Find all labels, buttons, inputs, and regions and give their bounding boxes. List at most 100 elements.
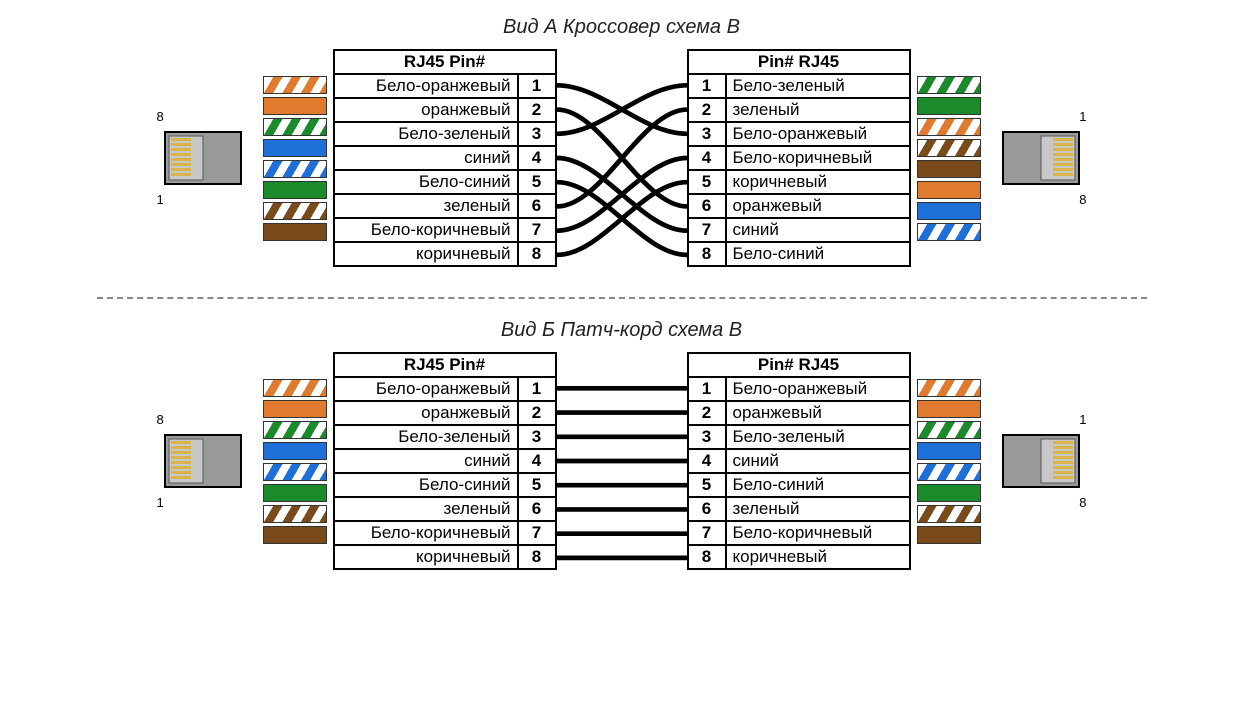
section-divider — [97, 297, 1147, 299]
wire-name: коричневый — [726, 170, 910, 194]
wire-name: Бело-коричневый — [334, 218, 518, 242]
color-swatch — [263, 139, 327, 157]
pin-number: 2 — [518, 401, 556, 425]
wire-name: Бело-коричневый — [726, 521, 910, 545]
color-swatch — [263, 421, 327, 439]
pin-table-right: Pin# RJ451Бело-оранжевый2оранжевый3Бело-… — [687, 352, 911, 570]
pin-number: 7 — [518, 218, 556, 242]
swatch-column-left — [263, 76, 327, 241]
color-swatch — [917, 223, 981, 241]
rj45-connector-right: 18 — [987, 109, 1095, 207]
pin-number: 5 — [518, 170, 556, 194]
pin-label: 1 — [157, 495, 164, 510]
wire-connections — [557, 49, 687, 267]
wire-name: синий — [334, 449, 518, 473]
wire-name: Бело-синий — [726, 242, 910, 266]
color-swatch — [263, 202, 327, 220]
color-swatch — [917, 76, 981, 94]
pin-number: 6 — [688, 497, 726, 521]
pin-number: 8 — [518, 242, 556, 266]
pin-number: 8 — [688, 242, 726, 266]
color-swatch — [917, 463, 981, 481]
table-header: RJ45 Pin# — [334, 50, 556, 74]
wire-name: Бело-оранжевый — [334, 377, 518, 401]
color-swatch — [263, 223, 327, 241]
pin-number: 2 — [518, 98, 556, 122]
wire-name: Бело-оранжевый — [334, 74, 518, 98]
pin-label: 8 — [157, 412, 164, 427]
pin-number: 7 — [518, 521, 556, 545]
wire-name: коричневый — [334, 242, 518, 266]
color-swatch — [263, 484, 327, 502]
pin-number: 2 — [688, 98, 726, 122]
wire-name: Бело-синий — [334, 170, 518, 194]
color-swatch — [917, 118, 981, 136]
color-swatch — [917, 202, 981, 220]
rj45-connector-left: 81 — [149, 412, 257, 510]
pin-label: 1 — [157, 192, 164, 207]
wire-name: зеленый — [334, 194, 518, 218]
color-swatch — [263, 160, 327, 178]
pin-number: 1 — [688, 377, 726, 401]
color-swatch — [263, 463, 327, 481]
pin-number: 2 — [688, 401, 726, 425]
wire-name: Бело-оранжевый — [726, 122, 910, 146]
color-swatch — [917, 139, 981, 157]
diagram-title: Вид Б Патч-корд схема В — [22, 319, 1222, 342]
color-swatch — [917, 526, 981, 544]
color-swatch — [263, 118, 327, 136]
pin-number: 6 — [518, 194, 556, 218]
pin-number: 7 — [688, 218, 726, 242]
color-swatch — [917, 442, 981, 460]
color-swatch — [263, 379, 327, 397]
pin-number: 5 — [518, 473, 556, 497]
wire-name: Бело-зеленый — [726, 74, 910, 98]
wire-name: Бело-синий — [726, 473, 910, 497]
wiring-diagram: Вид Б Патч-корд схема В81RJ45 Pin#Бело-о… — [22, 319, 1222, 570]
color-swatch — [263, 505, 327, 523]
pin-number: 4 — [518, 449, 556, 473]
pin-number: 8 — [688, 545, 726, 569]
pin-label: 8 — [157, 109, 164, 124]
rj45-connector-right: 18 — [987, 412, 1095, 510]
diagram-title: Вид А Кроссовер схема В — [22, 16, 1222, 39]
pin-number: 1 — [518, 74, 556, 98]
wire-name: оранжевый — [726, 194, 910, 218]
pin-number: 1 — [688, 74, 726, 98]
color-swatch — [263, 400, 327, 418]
table-header: Pin# RJ45 — [688, 353, 910, 377]
wire-name: зеленый — [334, 497, 518, 521]
table-header: RJ45 Pin# — [334, 353, 556, 377]
color-swatch — [917, 160, 981, 178]
pin-number: 6 — [688, 194, 726, 218]
pin-number: 6 — [518, 497, 556, 521]
pin-number: 3 — [518, 425, 556, 449]
wiring-diagram: Вид А Кроссовер схема В81RJ45 Pin#Бело-о… — [22, 16, 1222, 267]
wire-name: Бело-оранжевый — [726, 377, 910, 401]
pin-table-left: RJ45 Pin#Бело-оранжевый1оранжевый2Бело-з… — [333, 352, 557, 570]
pin-number: 4 — [688, 449, 726, 473]
color-swatch — [917, 97, 981, 115]
pin-number: 3 — [688, 122, 726, 146]
color-swatch — [263, 442, 327, 460]
wire-name: оранжевый — [334, 401, 518, 425]
swatch-column-right — [917, 379, 981, 544]
color-swatch — [263, 526, 327, 544]
color-swatch — [917, 400, 981, 418]
color-swatch — [917, 379, 981, 397]
pin-number: 3 — [518, 122, 556, 146]
pin-number: 3 — [688, 425, 726, 449]
wire-name: синий — [334, 146, 518, 170]
wire-name: оранжевый — [334, 98, 518, 122]
pin-number: 1 — [518, 377, 556, 401]
wire-name: Бело-зеленый — [334, 122, 518, 146]
wire-name: Бело-коричневый — [334, 521, 518, 545]
pin-label: 8 — [1079, 192, 1086, 207]
pin-number: 5 — [688, 473, 726, 497]
swatch-column-right — [917, 76, 981, 241]
pin-number: 4 — [518, 146, 556, 170]
rj45-connector-left: 81 — [149, 109, 257, 207]
wire-name: синий — [726, 218, 910, 242]
color-swatch — [917, 181, 981, 199]
swatch-column-left — [263, 379, 327, 544]
